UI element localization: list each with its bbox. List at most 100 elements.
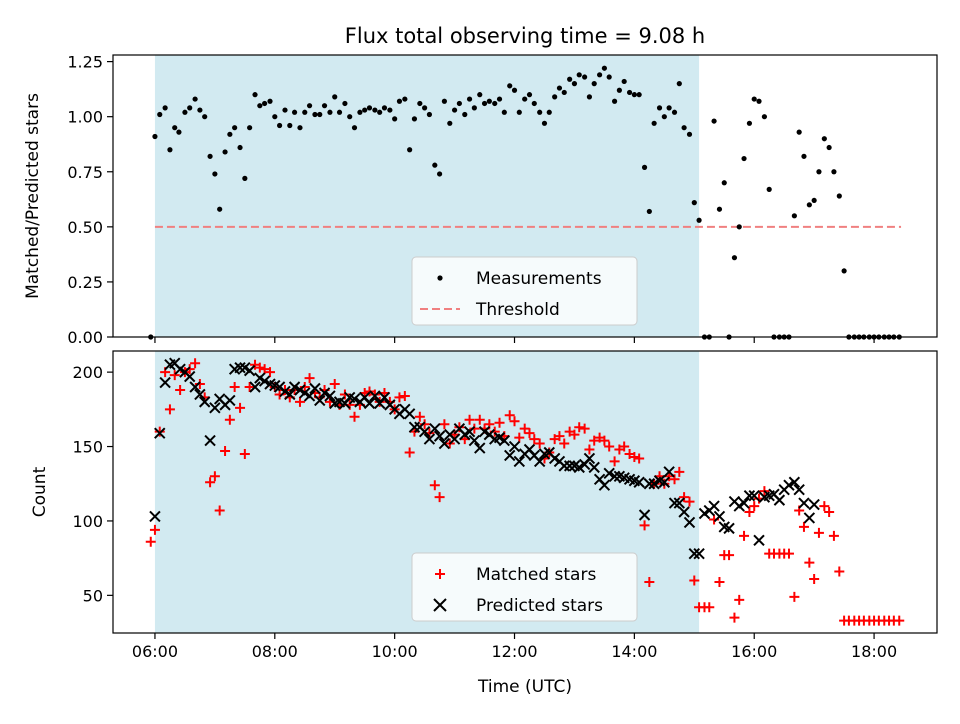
predicted-star-marker bbox=[663, 466, 675, 478]
matched-star-marker bbox=[369, 389, 380, 400]
predicted-star-marker bbox=[633, 476, 645, 488]
predicted-star-marker bbox=[798, 497, 810, 509]
measurement-point bbox=[816, 169, 822, 175]
measurement-point bbox=[202, 114, 208, 120]
matched-star-marker bbox=[214, 505, 225, 516]
measurement-point bbox=[162, 105, 168, 111]
legend-label: Predicted stars bbox=[476, 596, 603, 616]
predicted-star-marker bbox=[189, 381, 201, 393]
measurement-point bbox=[157, 111, 163, 118]
matched-star-marker bbox=[329, 379, 340, 390]
y-axis-label: Matched/Predicted stars bbox=[23, 93, 43, 299]
measurement-point bbox=[407, 147, 413, 153]
measurement-point bbox=[836, 193, 842, 199]
matched-star-marker bbox=[629, 451, 640, 462]
x-axis-label: Time (UTC) bbox=[477, 677, 572, 697]
measurement-point bbox=[402, 96, 408, 102]
measurement-point bbox=[826, 144, 832, 151]
y-tick-label: 150 bbox=[72, 438, 103, 457]
measurement-point bbox=[377, 109, 383, 115]
predicted-star-marker bbox=[658, 476, 671, 488]
matched-star-marker bbox=[684, 496, 695, 507]
y-tick-label: 0.75 bbox=[67, 163, 103, 182]
predicted-star-marker bbox=[348, 393, 361, 405]
measurement-point bbox=[582, 74, 588, 80]
measurement-point bbox=[507, 83, 513, 89]
measurement-point bbox=[477, 92, 483, 98]
legend-label: Matched stars bbox=[476, 565, 596, 585]
predicted-star-marker bbox=[154, 427, 166, 439]
measurement-point bbox=[556, 85, 563, 91]
matched-star-marker bbox=[783, 548, 794, 559]
legend-label: Threshold bbox=[475, 300, 560, 320]
matched-star-marker bbox=[639, 520, 650, 531]
predicted-star-marker bbox=[194, 388, 206, 401]
predicted-star-marker bbox=[723, 522, 735, 535]
measurement-point bbox=[501, 109, 507, 115]
matched-star-marker bbox=[514, 432, 525, 443]
predicted-star-marker bbox=[258, 375, 271, 387]
measurement-point bbox=[821, 136, 827, 142]
measurement-point bbox=[306, 103, 313, 109]
legend-label: Measurements bbox=[476, 269, 602, 289]
matched-star-marker bbox=[689, 575, 700, 586]
measurement-point bbox=[516, 109, 522, 115]
y-axis-label: Count bbox=[30, 466, 50, 517]
measurement-point bbox=[362, 107, 368, 113]
predicted-star-marker bbox=[433, 430, 446, 442]
measurement-point bbox=[552, 94, 558, 100]
measurement-point bbox=[751, 96, 757, 102]
measurement-point bbox=[167, 147, 173, 153]
matched-star-marker bbox=[349, 411, 360, 422]
measurement-point bbox=[297, 125, 303, 131]
matched-star-marker bbox=[619, 441, 630, 452]
y-tick-label: 100 bbox=[72, 512, 103, 531]
measurement-point bbox=[237, 144, 243, 151]
measurement-point bbox=[252, 92, 258, 98]
predicted-star-marker bbox=[803, 512, 816, 524]
measurement-point bbox=[152, 133, 158, 140]
matched-star-marker bbox=[519, 423, 530, 434]
matched-star-marker bbox=[529, 434, 540, 445]
measurement-point bbox=[417, 100, 423, 107]
measurement-point bbox=[182, 109, 188, 115]
y-tick-label: 0.25 bbox=[67, 273, 103, 292]
matched-star-marker bbox=[659, 478, 670, 489]
matched-star-marker bbox=[674, 466, 685, 477]
measurement-point bbox=[686, 131, 693, 137]
predicted-star-marker bbox=[309, 382, 321, 395]
matched-star-marker bbox=[734, 594, 745, 605]
legend-predicted-marker bbox=[433, 598, 447, 612]
predicted-star-marker bbox=[673, 497, 686, 509]
matched-star-marker bbox=[524, 428, 535, 439]
predicted-star-marker bbox=[318, 387, 331, 399]
legend: Measurements Threshold bbox=[411, 256, 638, 326]
matched-star-marker bbox=[509, 416, 520, 427]
predicted-star-marker bbox=[608, 470, 621, 483]
matched-star-marker bbox=[474, 414, 485, 425]
measurement-point bbox=[811, 197, 817, 204]
y-tick-label: 0.00 bbox=[67, 328, 103, 347]
measurement-point bbox=[541, 120, 548, 126]
measurement-point bbox=[681, 125, 687, 131]
measurement-point bbox=[222, 149, 228, 155]
measurement-point bbox=[366, 105, 373, 111]
predicted-star-marker bbox=[533, 455, 546, 468]
matched-star-marker bbox=[244, 382, 255, 393]
measurement-point bbox=[746, 120, 753, 126]
measurement-point bbox=[716, 206, 723, 212]
measurement-point bbox=[437, 171, 443, 177]
matched-star-marker bbox=[464, 414, 475, 425]
matched-star-marker bbox=[828, 530, 839, 541]
matched-star-marker bbox=[704, 602, 715, 613]
predicted-star-marker bbox=[688, 547, 701, 560]
predicted-star-marker bbox=[249, 381, 261, 393]
measurement-point bbox=[841, 268, 847, 274]
matched-star-marker bbox=[804, 557, 815, 568]
measurement-point bbox=[711, 118, 717, 124]
measurement-point bbox=[451, 107, 458, 113]
chart-title: Flux total observing time = 9.08 h bbox=[345, 24, 705, 48]
measurement-point bbox=[176, 129, 182, 135]
matched-star-marker bbox=[414, 411, 425, 422]
matched-star-marker bbox=[224, 414, 235, 425]
